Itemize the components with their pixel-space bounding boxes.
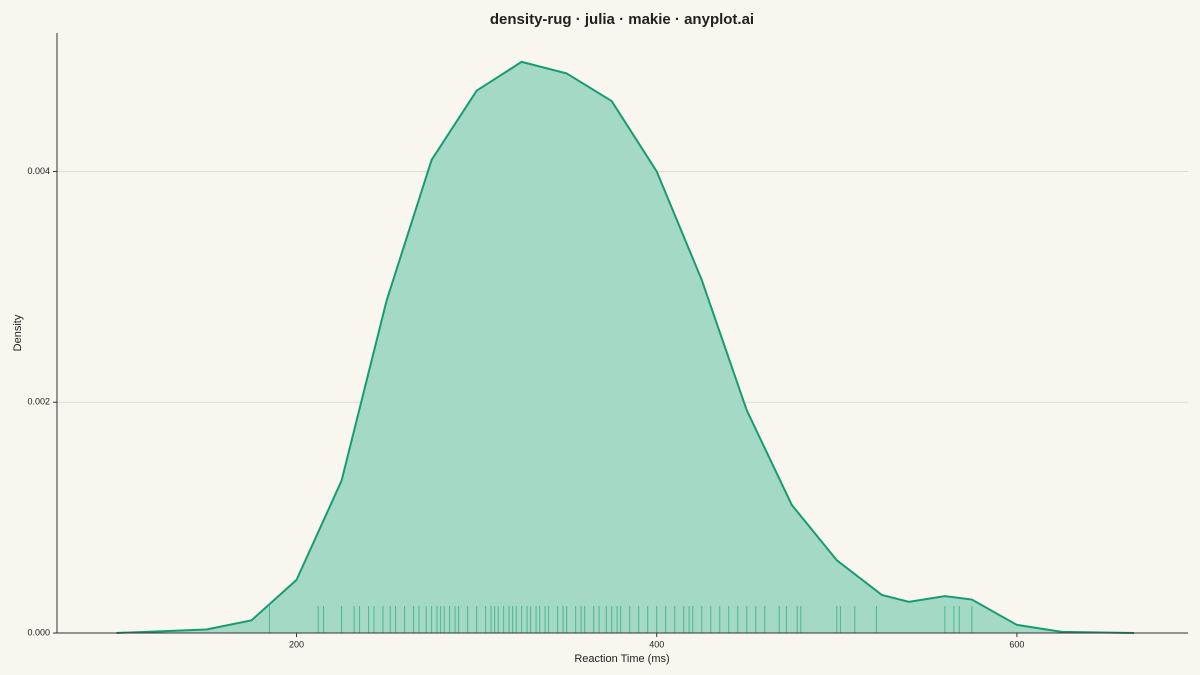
density-line (116, 60, 1134, 634)
x-tick-label: 400 (649, 639, 664, 649)
x-axis-label: Reaction Time (ms) (574, 653, 669, 665)
y-axis-label: Density (12, 314, 24, 351)
chart-title: density-rug · julia · makie · anyplot.ai (490, 11, 754, 28)
density-area (116, 61, 1134, 634)
y-tick-label: 0.004 (27, 166, 50, 176)
y-tick-label: 0.002 (27, 397, 50, 407)
x-tick-label: 200 (289, 639, 304, 649)
x-tick-label: 600 (1009, 639, 1024, 649)
y-tick-label: 0.000 (27, 627, 50, 637)
